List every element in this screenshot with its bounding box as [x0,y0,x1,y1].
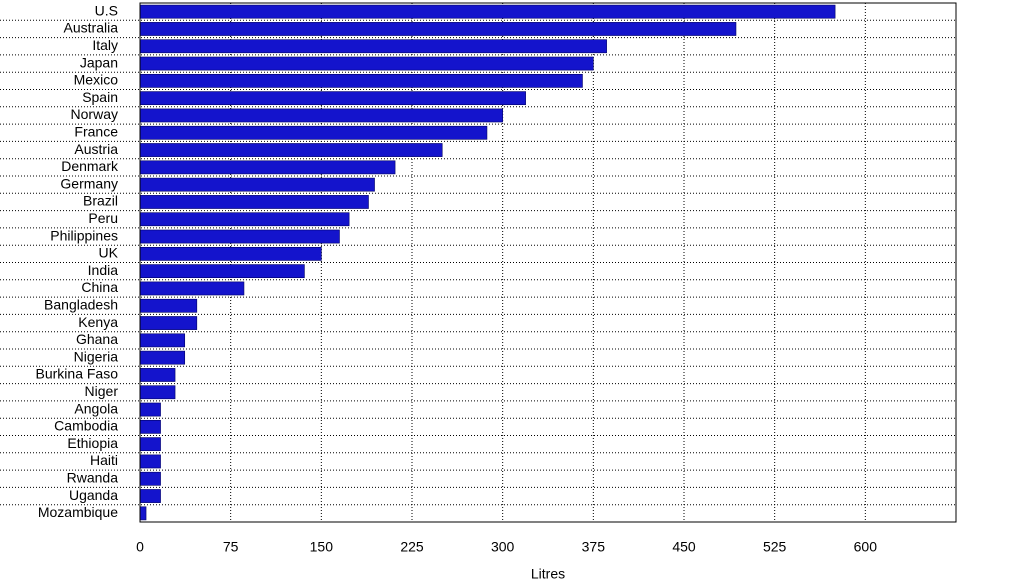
x-tick-label: 75 [223,539,239,555]
bar [139,56,594,71]
x-tick-label: 600 [854,539,878,555]
y-tick-label: Norway [71,106,118,122]
bar [139,108,503,123]
bar [139,402,161,417]
bar [139,91,526,106]
y-tick-label: Philippines [50,227,118,243]
bar [139,125,488,140]
y-tick-label: Uganda [69,487,118,503]
bar [139,298,198,313]
y-tick-label: Burkina Faso [36,366,119,382]
y-tick-label: Kenya [78,314,118,330]
y-tick-label: Spain [82,89,118,105]
y-tick-label: China [81,279,118,295]
y-tick-label: Haiti [90,452,118,468]
y-tick-label: Mexico [74,72,119,88]
y-tick-label: Ghana [76,331,118,347]
y-tick-label: France [74,123,118,139]
y-tick-label: Italy [92,37,118,53]
x-tick-label: 300 [491,539,515,555]
bar [139,489,161,503]
x-tick-label: 0 [136,539,144,555]
x-tick-label: 450 [672,539,696,555]
bar [139,419,161,434]
x-tick-label: 375 [582,539,606,555]
x-tick-label: 150 [310,539,334,555]
bar [139,160,396,175]
x-tick-label: 225 [400,539,424,555]
bar [139,471,161,486]
y-tick-label: India [88,262,119,278]
y-tick-label: Bangladesh [44,296,118,312]
bar [139,350,186,365]
bar [139,246,322,261]
bar [139,506,147,521]
bar [139,454,161,469]
y-tick-label: Nigeria [74,348,119,364]
y-tick-label: Rwanda [67,469,119,485]
y-tick-label: Mozambique [38,504,118,520]
bar [139,195,369,209]
y-tick-label: Ethiopia [67,435,118,451]
bar [139,385,176,400]
bar [139,212,350,227]
bar [139,333,186,348]
bar [139,177,375,192]
y-tick-label: Peru [88,210,118,226]
bar [139,4,836,19]
bar [139,143,443,157]
y-tick-label: Brazil [83,193,118,209]
x-axis-label: Litres [531,566,565,582]
bar [139,368,176,382]
y-tick-label: Australia [64,20,119,36]
bar [139,281,245,296]
bar [139,229,340,244]
x-tick-label: 525 [763,539,787,555]
y-tick-label: Cambodia [54,418,118,434]
bar [139,39,607,54]
y-tick-label: Denmark [61,158,119,174]
y-tick-label: Germany [60,175,118,191]
y-tick-label: Niger [85,383,119,399]
y-tick-label: Austria [74,141,118,157]
bar [139,73,583,88]
y-tick-label: Angola [74,400,118,416]
y-tick-label: U.S [95,2,118,18]
plot-border [139,2,957,523]
bar [139,22,737,36]
y-tick-label: UK [99,245,119,261]
bar [139,437,161,452]
bar [139,316,198,330]
bar [139,264,305,279]
y-tick-label: Japan [80,54,118,70]
